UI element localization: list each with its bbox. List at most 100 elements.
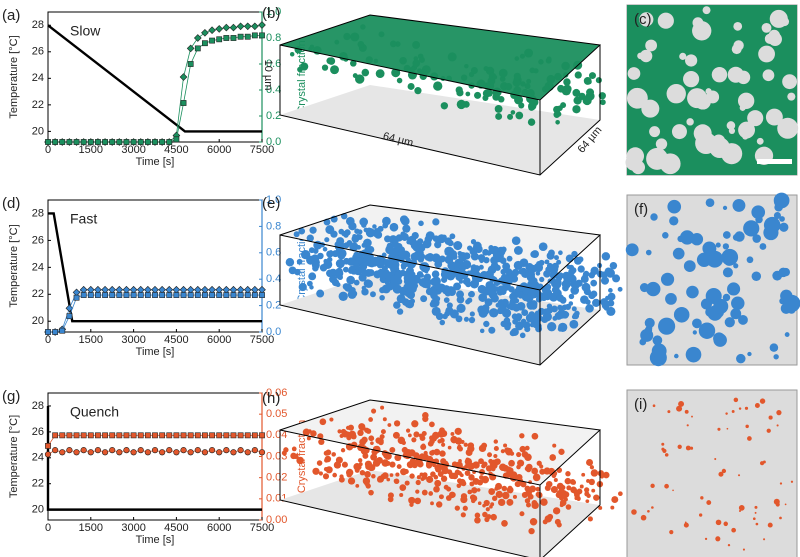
crystal-cluster [512, 318, 518, 325]
crystal-cluster [667, 199, 682, 214]
crystal-cluster [513, 246, 523, 255]
crystal-cluster [443, 484, 449, 490]
crystal-cluster [502, 262, 511, 271]
y-tick-label: 28 [32, 400, 44, 412]
crystal-cluster [421, 443, 426, 448]
crystal-cluster [529, 97, 539, 107]
crystal-cluster [781, 267, 790, 277]
y2-tick-label: 0.0 [266, 136, 281, 148]
crystal-cluster [532, 321, 540, 328]
crystal-cluster [589, 72, 596, 80]
crystal-cluster [568, 293, 575, 300]
crystal-cluster [627, 67, 641, 80]
crystal-cluster [507, 113, 514, 120]
square-marker [237, 432, 244, 439]
crystal-cluster [755, 522, 759, 526]
crystal-cluster [754, 505, 758, 509]
crystal-cluster [330, 230, 338, 238]
crystal-cluster [572, 105, 581, 114]
crystal-cluster [335, 258, 345, 269]
crystal-cluster [318, 471, 324, 476]
crystal-cluster [404, 480, 410, 486]
crystal-cluster [779, 482, 783, 485]
crystal-cluster [365, 246, 371, 252]
crystal-cluster [600, 298, 609, 306]
crystal-cluster [467, 489, 473, 495]
crystal-cluster [464, 470, 471, 477]
crystal-cluster [526, 502, 531, 508]
crystal-cluster [456, 445, 462, 451]
crystal-cluster [412, 244, 420, 252]
square-marker [244, 292, 251, 298]
crystal-cluster [332, 472, 337, 478]
crystal-cluster [731, 410, 735, 413]
square-marker [237, 33, 244, 40]
circle-marker [187, 449, 194, 456]
crystal-cluster [348, 265, 355, 272]
crystal-cluster [449, 309, 459, 319]
crystal-cluster [768, 32, 782, 47]
y2-tick-label: 1.0 [266, 6, 281, 18]
crystal-cluster [640, 514, 647, 521]
crystal-cluster [515, 111, 524, 120]
y2-tick-label: 1.0 [266, 194, 281, 206]
crystal-cluster [535, 271, 541, 276]
crystal-cluster [451, 461, 458, 468]
crystal-cluster [525, 463, 533, 471]
crystal-cluster [738, 314, 748, 325]
crystal-cluster [421, 489, 428, 496]
crystal-cluster [385, 462, 390, 466]
crystal-cluster [396, 294, 406, 304]
crystal-cluster [335, 456, 343, 464]
circle-marker [237, 447, 244, 454]
crystal-cluster [539, 468, 546, 475]
crystal-cluster [586, 458, 594, 466]
box-bottom [280, 85, 600, 175]
crystal-cluster [625, 243, 639, 257]
square-marker [73, 432, 80, 439]
crystal-cluster [387, 492, 394, 499]
crystal-cluster [350, 60, 357, 67]
crystal-cluster [345, 216, 355, 226]
crystal-cluster [529, 67, 536, 74]
crystal-cluster [552, 443, 557, 448]
crystal-cluster [429, 450, 435, 456]
crystal-cluster [552, 507, 561, 515]
crystal-cluster [776, 424, 779, 427]
square-marker [194, 292, 201, 298]
crystal-cluster [556, 275, 563, 282]
crystal-cluster [571, 250, 578, 258]
crystal-cluster [494, 264, 501, 271]
crystal-cluster [358, 273, 367, 282]
crystal-cluster [665, 293, 677, 305]
crystal-cluster [321, 64, 329, 71]
crystal-cluster [468, 474, 475, 481]
crystal-cluster [731, 44, 742, 55]
crystal-cluster [326, 256, 333, 263]
square-marker [187, 432, 194, 439]
crystal-cluster [381, 252, 387, 258]
crystal-cluster [784, 503, 787, 506]
crystal-cluster [739, 104, 746, 111]
crystal-cluster [526, 89, 535, 98]
crystal-cluster [434, 241, 442, 249]
crystal-cluster [714, 458, 717, 461]
crystal-cluster [343, 32, 351, 41]
crystal-cluster [726, 121, 736, 130]
crystal-cluster [752, 234, 762, 243]
y-tick-label: 20 [32, 125, 44, 137]
crystal-cluster [434, 260, 443, 269]
crystal-cluster [389, 461, 396, 468]
crystal-cluster [704, 537, 708, 541]
crystal-cluster [468, 316, 476, 324]
crystal-cluster [556, 522, 562, 528]
crystal-cluster [515, 473, 523, 481]
crystal-cluster [583, 287, 591, 296]
crystal-cluster [556, 482, 564, 490]
crystal-cluster [438, 494, 444, 500]
crystal-cluster [390, 276, 400, 286]
crystal-cluster [503, 443, 508, 448]
y-tick-label: 26 [32, 426, 44, 438]
crystal-cluster [422, 280, 431, 289]
x-tick-label: 6000 [207, 144, 231, 156]
